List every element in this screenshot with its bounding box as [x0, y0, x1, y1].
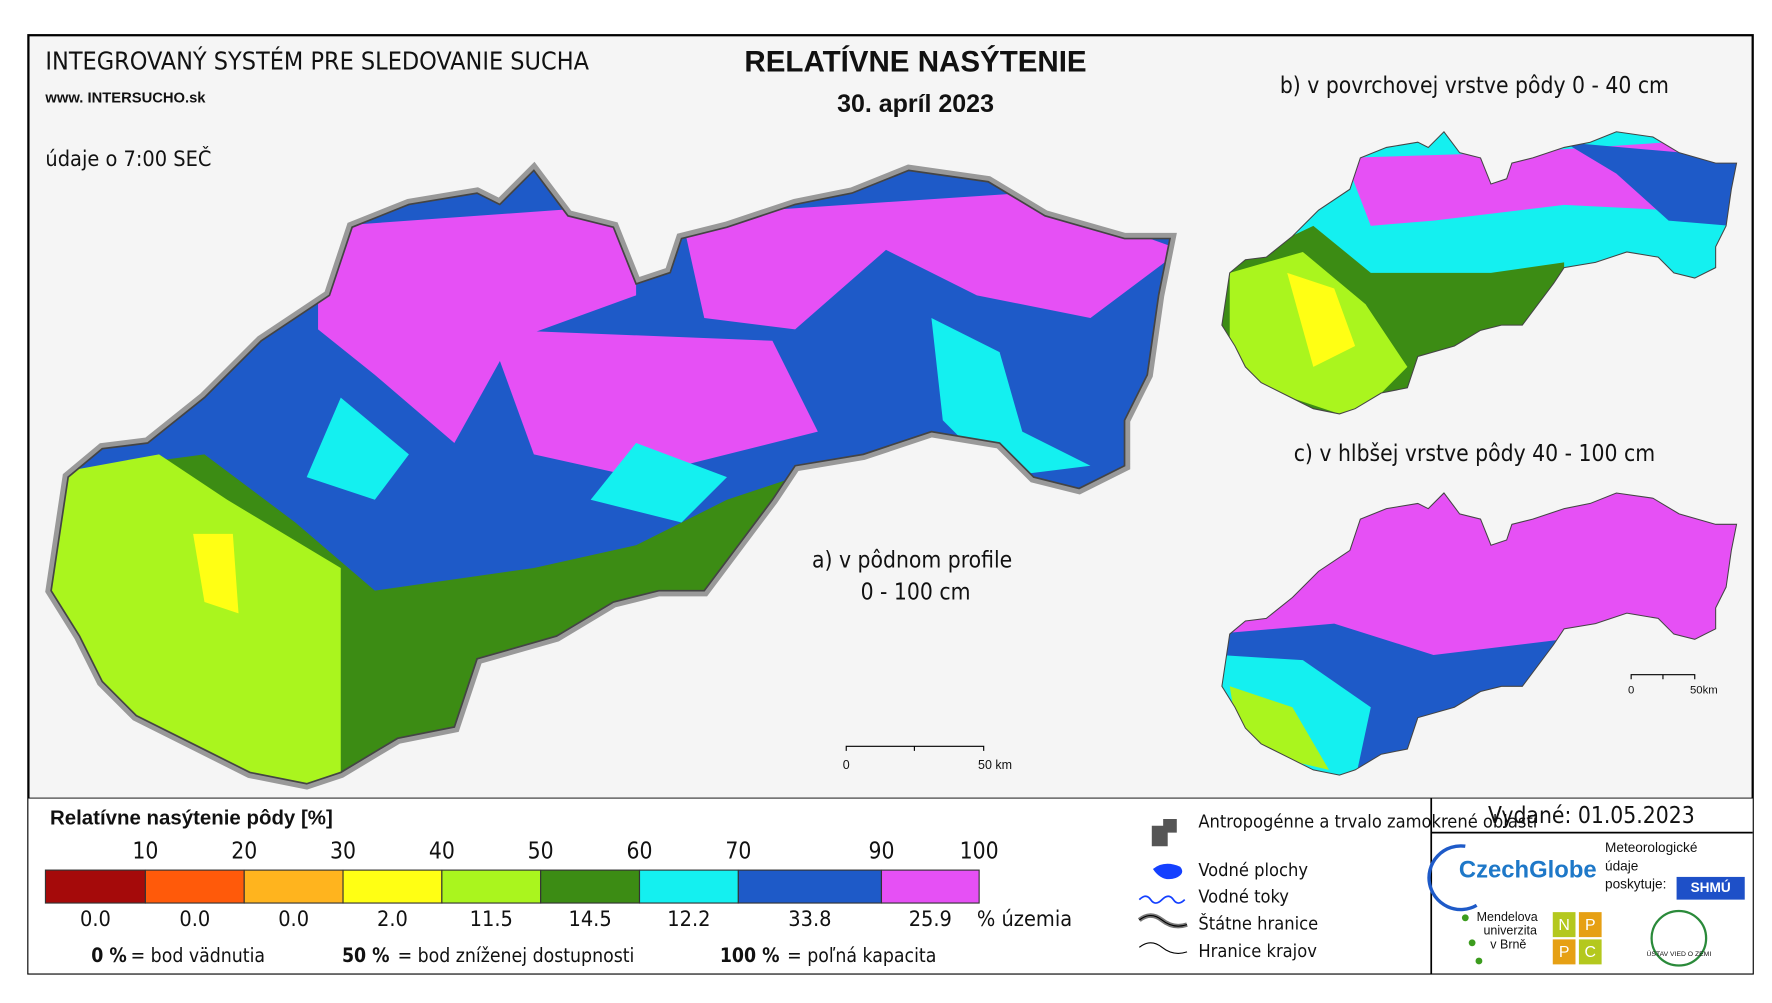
note-text: = bod zníženej dostupnosti — [398, 944, 635, 967]
logo-text: univerzita — [1483, 924, 1536, 938]
legend-swatch — [342, 869, 443, 904]
issued: Vydané: 01.05.2023 — [1488, 803, 1695, 829]
map-label: c) v hlbšej vrstve pôdy 40 - 100 cm — [1294, 441, 1655, 467]
logo-text: údaje — [1605, 858, 1638, 873]
scale-label: 0 — [843, 758, 850, 772]
symbol-region — [1138, 942, 1188, 954]
title: RELATÍVNE NASÝTENIE — [744, 44, 1086, 78]
date: 30. apríl 2023 — [837, 90, 994, 118]
symbol-label: Vodné toky — [1198, 886, 1289, 907]
share-label: 0.0 — [278, 907, 309, 932]
legend-swatch — [737, 869, 883, 904]
logo-text: Meteorologické — [1605, 840, 1697, 855]
logo-letter: N — [1558, 917, 1569, 934]
symbol-label: Štátne hranice — [1198, 913, 1318, 935]
threshold-label: 70 — [725, 838, 751, 864]
threshold-label: 90 — [868, 838, 894, 864]
legend-swatch — [638, 869, 739, 904]
note-key: 0 % — [91, 944, 127, 967]
logo-arc — [1427, 844, 1478, 912]
legend-swatch — [44, 869, 146, 904]
symbol-border — [1138, 914, 1188, 927]
symbol-urban — [1151, 818, 1177, 847]
symbol-river — [1138, 895, 1186, 904]
logo-text: ÚSTAV VIED O ZEMI — [1647, 949, 1712, 958]
threshold-label: 50 — [528, 838, 554, 864]
scale-label: 50 km — [978, 758, 1012, 772]
logo-text: Mendelova — [1477, 910, 1538, 924]
share-label: 2.0 — [377, 907, 408, 932]
threshold-label: 60 — [627, 838, 653, 864]
note-text: = bod vädnutia — [131, 944, 265, 967]
share-label: 12.2 — [667, 907, 710, 932]
logo-nppc: N P P C — [1552, 912, 1602, 965]
logo-dot — [1475, 957, 1483, 965]
note-key: 100 % — [720, 944, 780, 967]
map-label: a) v pôdnom profile — [812, 548, 1012, 574]
logo-czechglobe: CzechGlobe — [1459, 857, 1597, 884]
logo-shmu: SHMÚ — [1691, 880, 1731, 895]
share-label: 0.0 — [80, 907, 111, 932]
logo-box — [1676, 876, 1745, 900]
note-text: = poľná kapacita — [787, 944, 936, 967]
threshold-label: 100 — [960, 838, 999, 864]
symbol-label: Antropogénne a trvalo zamokrené oblasti — [1198, 811, 1537, 832]
share-label: 11.5 — [470, 907, 513, 932]
share-label: 33.8 — [788, 907, 831, 932]
website: www. INTERSUCHO.sk — [44, 91, 206, 107]
legend-unit: % územia — [977, 907, 1072, 932]
logo-dot — [1468, 939, 1476, 947]
scale-bar — [845, 745, 985, 751]
scale-label: 0 — [1628, 685, 1634, 697]
share-label: 14.5 — [568, 907, 611, 932]
logo-dot — [1461, 914, 1469, 922]
map-label: b) v povrchovej vrstve pôdy 0 - 40 cm — [1280, 73, 1669, 99]
legend-title: Relatívne nasýtenie pôdy [%] — [50, 806, 333, 829]
scale-label: 50km — [1690, 685, 1718, 697]
symbol-label: Vodné plochy — [1198, 860, 1308, 881]
legend-swatch — [144, 869, 245, 904]
threshold-label: 20 — [231, 838, 257, 864]
legend-swatch — [243, 869, 344, 904]
legend-swatch — [880, 869, 980, 904]
system-name: INTEGROVANÝ SYSTÉM PRE SLEDOVANIE SUCHA — [45, 46, 589, 75]
note-key: 50 % — [342, 944, 390, 967]
logo-letter: P — [1585, 917, 1596, 934]
share-label: 25.9 — [909, 907, 952, 932]
threshold-label: 40 — [429, 838, 455, 864]
logo-text: poskytuje: — [1605, 876, 1666, 891]
symbol-water — [1152, 863, 1183, 880]
share-label: 0.0 — [179, 907, 210, 932]
legend-scale: 10 20 30 40 50 60 70 90 100 0.0 0.0 0.0 2.0 11.5 14.5 1… — [44, 838, 999, 932]
legend-swatch — [441, 869, 542, 904]
threshold-label: 10 — [132, 838, 158, 864]
legend-swatch — [540, 869, 641, 904]
logo-uvz — [1650, 909, 1708, 967]
logo-text: v Brně — [1490, 937, 1526, 951]
threshold-label: 30 — [330, 838, 356, 864]
map-label: 0 - 100 cm — [861, 579, 971, 605]
logo-letter: P — [1559, 944, 1570, 961]
data-time: údaje o 7:00 SEČ — [45, 146, 211, 172]
symbol-label: Hranice krajov — [1198, 941, 1317, 962]
logo-letter: C — [1585, 944, 1596, 961]
scale-bar — [1630, 674, 1696, 680]
